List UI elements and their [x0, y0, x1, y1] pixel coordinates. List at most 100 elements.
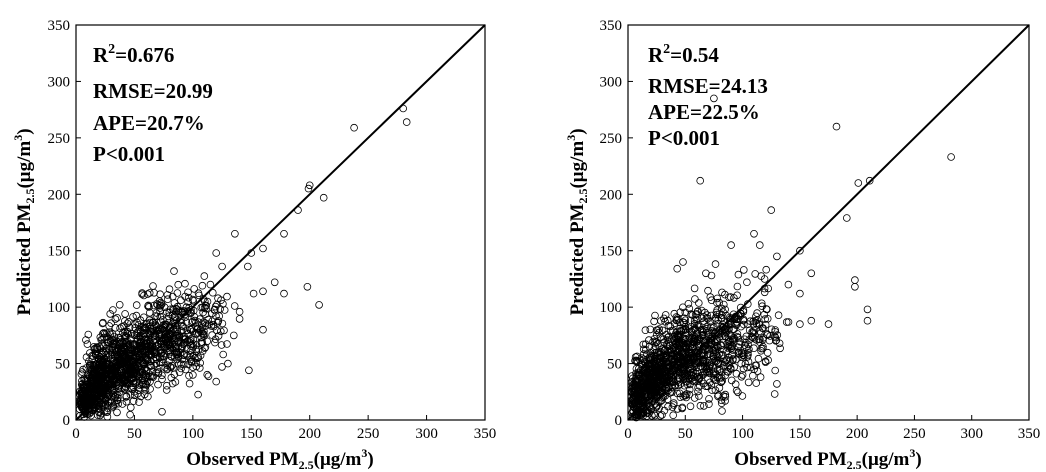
data-point [865, 176, 874, 185]
x-tick-label: 100 [182, 426, 205, 442]
data-point [110, 339, 119, 348]
data-point [762, 265, 770, 274]
data-point [863, 305, 872, 314]
data-point [707, 326, 716, 335]
data-point [235, 315, 244, 323]
data-point [219, 350, 228, 359]
data-point [774, 311, 783, 320]
data-point [668, 403, 677, 411]
y-tick-label: 0 [615, 413, 623, 429]
data-point [109, 391, 118, 400]
data-point [667, 387, 675, 396]
data-point [631, 399, 639, 408]
data-point [280, 289, 288, 298]
data-point [832, 122, 841, 131]
data-point [670, 336, 679, 345]
data-point [654, 348, 662, 357]
data-point [111, 315, 120, 323]
data-point [743, 278, 751, 287]
data-point [224, 359, 232, 368]
data-point [757, 299, 766, 308]
data-point [402, 118, 411, 126]
data-point [697, 331, 705, 340]
data-point [947, 153, 955, 161]
data-point [738, 392, 747, 400]
data-point [107, 319, 115, 328]
data-point [230, 302, 239, 310]
stat-rmse-right: RMSE=24.13 [648, 74, 768, 98]
data-point [700, 346, 709, 355]
data-point [163, 365, 171, 374]
data-point [211, 338, 219, 347]
data-point [111, 400, 119, 409]
data-point [719, 300, 728, 309]
data-point [162, 386, 171, 394]
data-point [651, 311, 659, 320]
data-point [259, 325, 267, 334]
data-point [185, 371, 193, 380]
data-point [702, 269, 710, 278]
data-point [671, 381, 680, 390]
data-point [204, 372, 213, 381]
data-point [755, 241, 764, 249]
data-point [645, 359, 653, 368]
data-point [693, 349, 701, 357]
data-point [731, 380, 740, 389]
data-point [75, 396, 84, 405]
x-tick-label: 200 [846, 426, 869, 442]
points-right [627, 94, 955, 422]
data-point [694, 387, 702, 396]
data-point [173, 289, 182, 297]
y-tick-label: 300 [48, 74, 71, 90]
data-point [700, 402, 708, 410]
data-point [178, 321, 186, 330]
data-point [178, 327, 186, 335]
data-point [758, 344, 767, 353]
data-point [784, 318, 793, 326]
data-point [196, 315, 204, 323]
data-point [111, 344, 120, 353]
data-point [690, 375, 699, 384]
data-point [744, 357, 753, 366]
data-point [654, 339, 662, 348]
data-point [770, 332, 779, 341]
data-point [724, 342, 732, 350]
data-point [120, 384, 129, 393]
data-point [756, 373, 765, 381]
data-point [664, 364, 673, 372]
data-point [166, 305, 175, 314]
y-tick-label: 0 [63, 413, 71, 429]
data-point [690, 325, 698, 334]
data-point [106, 310, 114, 318]
data-point [694, 383, 702, 392]
data-point [177, 338, 185, 346]
data-point [146, 385, 154, 393]
data-point [671, 339, 680, 348]
data-point [87, 400, 96, 409]
data-point [129, 377, 138, 385]
data-point [171, 321, 180, 330]
data-point [650, 317, 658, 326]
data-point [194, 390, 202, 399]
data-point [807, 269, 816, 278]
data-point [230, 331, 238, 340]
data-point [695, 392, 703, 400]
data-point [641, 326, 650, 335]
data-point [675, 332, 683, 341]
data-point [759, 324, 767, 333]
data-point [130, 331, 139, 340]
data-point [135, 338, 144, 347]
data-point [146, 362, 155, 371]
data-point [743, 363, 751, 372]
data-point [721, 305, 729, 314]
data-point [304, 184, 313, 193]
x-tick-label: 350 [474, 426, 497, 442]
data-point [758, 302, 766, 311]
data-point [652, 361, 661, 370]
data-point [762, 305, 771, 313]
data-point [631, 353, 640, 361]
data-point [707, 358, 716, 366]
data-point [715, 374, 724, 382]
data-point [158, 371, 166, 380]
data-point [179, 322, 188, 331]
